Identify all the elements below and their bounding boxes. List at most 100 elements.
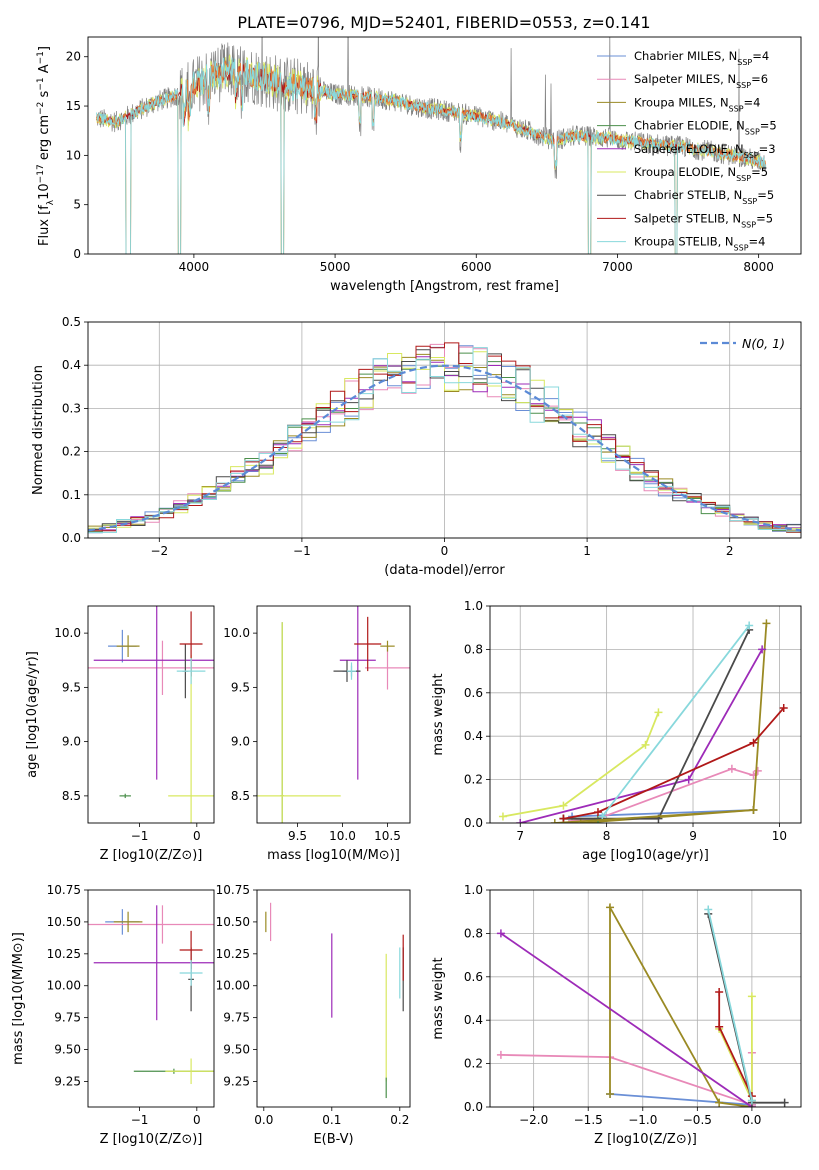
series-marker [606,1089,615,1098]
axes-frame [256,605,411,824]
series-line [500,932,753,1107]
y-tick-label: 10.50 [216,915,250,929]
x-tick-label: 9.5 [288,829,307,843]
y-tick-label: 9.50 [223,1043,250,1057]
y-axis-label-part: A [37,64,52,77]
plot-area [257,606,410,823]
y-tick-label: 0.6 [464,970,483,984]
panel-age-vs-mass: 9.5 10.0 10.5 8.5 9.0 9.5 10.0 mass [log10(M/M⊙… [223,605,411,863]
x-tick-label: −1 [131,1113,149,1127]
y-axis-label-part: −1 [36,51,46,64]
series-marker [516,819,525,823]
y-tick-label: 0.4 [464,1013,483,1027]
y-axis-label: age [log10(age/yr)] [25,651,40,778]
axes-frame [87,889,215,1108]
y-tick-label: 15 [66,99,81,113]
series-marker [704,905,713,914]
legend-sub: SSP [729,104,744,113]
plot-area [96,37,767,254]
legend-name: Chabrier ELODIE, N [634,119,745,133]
legend-sub: SSP [737,58,752,67]
plot-area [88,606,214,823]
y-tick-label: 10.75 [216,883,250,897]
legend-value: =6 [751,72,768,86]
panel-residual-histogram: −2 −1 0 1 2 0.0 0.1 0.2 0.3 0.4 0.5 (data-model)/er… [31,315,802,578]
series-marker [684,775,693,784]
y-tick-label: 8.5 [62,789,81,803]
y-tick-label: 10.0 [54,626,81,640]
series-marker [550,819,559,823]
series-line [707,909,753,1101]
panel-mass-vs-metallicity: −1 0 9.25 9.50 9.75 10.00 10.25 10.50 10.75 Z [lo… [11,883,215,1147]
y-tick-label: 0.5 [62,315,81,329]
x-tick-label: 0.0 [254,1113,273,1127]
legend-sub: SSP [736,81,751,90]
y-tick-label: 0.6 [464,686,483,700]
x-tick-label: 0.1 [322,1113,341,1127]
y-axis-label-part: −2 [36,102,46,115]
series-marker [715,987,724,996]
y-tick-label: 0.1 [62,488,81,502]
y-axis-label: mass weight [431,673,446,755]
x-tick-label: 0.2 [390,1113,409,1127]
y-tick-label: 0.8 [464,926,483,940]
axes-frame [87,321,802,539]
legend-name: Salpeter STELIB, N [634,211,741,225]
panel-age-vs-metallicity: −1 0 8.5 9.0 9.5 10.0 Z [log10(Z/Z⊙)] age [log1… [25,605,215,863]
legend-value: =5 [756,211,773,225]
legend-sub: SSP [741,220,756,229]
y-tick-label: 1.0 [464,883,483,897]
series-marker [496,929,505,938]
panel-weight-vs-metallicity: −2.0 −1.5 −1.0 −0.5 0.0 0.0 0.2 0.4 0.6 0.8 1.0 Z [… [431,883,802,1147]
y-tick-label: 0.2 [464,1057,483,1071]
x-axis-label: Z [log10(Z/Z⊙)] [100,1132,203,1147]
series-line [563,707,785,820]
y-tick-label: 10.00 [47,979,81,993]
series-line [554,809,754,823]
legend-value: =5 [757,188,774,202]
series-line [609,1093,752,1106]
series-marker [780,1098,789,1107]
legend-entry-6: Chabrier STELIB, NSSP=5 [634,188,774,206]
x-tick-label: −0.5 [683,1113,712,1127]
legend-entry-4: Salpeter ELODIE, NSSP=3 [634,142,776,160]
y-tick-label: 10.0 [223,626,250,640]
series-marker [606,903,615,912]
series-marker [727,764,736,773]
y-tick-label: 0.0 [464,1100,483,1114]
series-marker [747,992,756,1001]
x-tick-label: 8000 [743,260,774,274]
series-marker [715,1022,724,1031]
x-axis-label: age [log10(age/yr)] [582,848,709,863]
axes-frame [489,605,802,824]
y-tick-label: 10.75 [47,883,81,897]
y-axis-label-part: −17 [36,164,46,183]
series-line [609,903,753,1107]
axes-frame [489,889,802,1108]
legend-sub: SSP [736,174,751,183]
series-marker [762,619,771,628]
y-tick-label: 8.5 [231,789,250,803]
y-axis-label: mass [log10(M/M⊙)] [11,932,26,1065]
series-marker [749,738,758,747]
y-tick-label: 9.50 [54,1043,81,1057]
x-tick-label: 10.5 [374,829,401,843]
legend-sub: SSP [744,150,759,159]
plot-area [88,905,214,1085]
x-tick-label: −1.5 [574,1113,603,1127]
series-marker [496,1050,505,1059]
legend-name: Kroupa ELODIE, N [634,165,736,179]
legend-name: Salpeter MILES, N [634,72,736,86]
legend-entry-5: Kroupa ELODIE, NSSP=5 [634,165,768,183]
legend-name: Kroupa STELIB, N [634,235,734,249]
series-marker [779,703,788,712]
y-tick-label: 1.0 [464,599,483,613]
series-marker [576,819,585,823]
y-axis-label-part: 10 [37,183,52,200]
series-line [500,1052,753,1107]
y-tick-label: 9.75 [54,1011,81,1025]
legend-entry-8: Kroupa STELIB, NSSP=4 [634,235,765,253]
panel-weight-vs-age: 7 8 9 10 0.0 0.2 0.4 0.6 0.8 1.0 age [log10(age/yr… [431,599,802,863]
